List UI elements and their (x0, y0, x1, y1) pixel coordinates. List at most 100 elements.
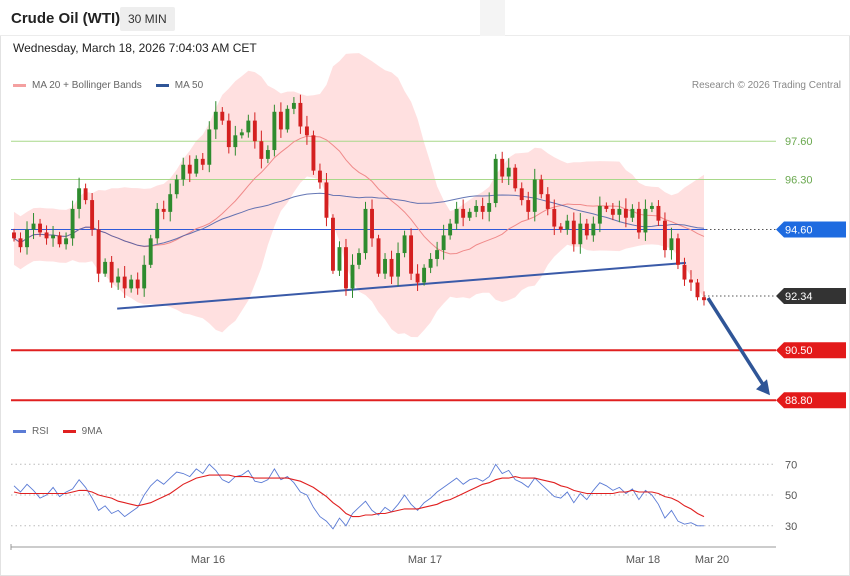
candle-body (77, 188, 82, 209)
instrument-title: Crude Oil (WTI) (11, 10, 121, 27)
candle-body (148, 238, 153, 265)
timeframe-selector[interactable]: 30 MIN (120, 7, 175, 31)
candle-body (226, 120, 231, 148)
candle-body (461, 208, 466, 218)
candle-body (370, 208, 374, 239)
candle-body (396, 253, 401, 277)
timestamp: Wednesday, March 18, 2026 7:04:03 AM CET (13, 41, 257, 55)
legend-swatch-9ma (62, 430, 76, 433)
candle-body (591, 223, 596, 236)
candle-body (44, 232, 49, 239)
candle-body (317, 170, 322, 183)
candle-body (103, 261, 108, 274)
candle-body (441, 235, 446, 251)
candle-body (363, 208, 368, 254)
candle-body (272, 111, 277, 151)
candle-body (109, 261, 114, 283)
candle-body (454, 208, 459, 224)
candle-body (402, 235, 407, 254)
candle-body (702, 297, 706, 301)
candle-body (623, 208, 628, 218)
candle-body (500, 158, 505, 177)
level-tag-94.60 (776, 221, 846, 238)
candle-body (422, 267, 427, 283)
level-tag-text-88.80: 88.80 (785, 395, 813, 407)
candle-body (285, 108, 290, 130)
candle-body (428, 258, 433, 268)
copyright-text: Research © 2026 Trading Central (691, 80, 841, 91)
candle-body (304, 126, 309, 136)
candle-body (38, 223, 42, 233)
legend-ma50: MA 50 (155, 80, 204, 91)
candle-body (96, 229, 101, 274)
candle-body (584, 223, 589, 236)
candle-body (344, 247, 348, 289)
bollinger-band (14, 53, 704, 338)
candle-body (168, 194, 173, 212)
candle-body (200, 158, 205, 165)
candle-body (526, 200, 531, 212)
rsi-legend: RSI 9MA (13, 426, 116, 437)
candle-body (415, 273, 420, 283)
forecast-arrow-head (756, 379, 770, 396)
legend-rsi: RSI (13, 426, 49, 437)
candle-body (689, 279, 693, 283)
candle-body (298, 102, 303, 127)
legend-swatch-ma20 (13, 84, 26, 87)
candle-body (649, 205, 654, 209)
x-tick-label: Mar 17 (408, 554, 442, 566)
level-tag-92.34 (776, 288, 846, 305)
candle-body (513, 167, 518, 189)
candle-body (643, 208, 648, 233)
candle-body (539, 179, 544, 195)
candle-body (311, 135, 316, 171)
candle-body (252, 120, 257, 142)
candle-body (597, 205, 602, 224)
x-tick-label: Mar 20 (695, 554, 729, 566)
candle-body (630, 208, 635, 218)
rsi-series-9ma (13, 474, 705, 518)
legend-label-ma50: MA 50 (174, 80, 204, 91)
candle-body (532, 179, 537, 212)
candle-body (246, 120, 251, 133)
candle-body (467, 211, 472, 218)
candle-body (487, 203, 492, 212)
candle-body (493, 158, 498, 204)
candle-body (278, 111, 283, 130)
candle-body (70, 208, 75, 239)
candle-body (324, 182, 329, 218)
candle-body (519, 188, 524, 201)
level-tag-text-92.34: 92.34 (785, 291, 813, 303)
candle-body (213, 111, 218, 130)
candle-body (135, 279, 140, 289)
price-legend: MA 20 + Bollinger Bands MA 50 (13, 80, 217, 91)
candle-body (181, 164, 186, 180)
candle-body (90, 200, 95, 230)
legend-ma20: MA 20 + Bollinger Bands (13, 80, 142, 91)
legend-swatch-rsi (13, 430, 26, 433)
trendline (117, 261, 687, 310)
candle-body (161, 208, 166, 212)
candle-body (155, 208, 160, 239)
level-tag-88.80 (776, 392, 846, 409)
candle-body (389, 258, 394, 277)
candle-body (174, 179, 179, 195)
candle-body (636, 208, 641, 233)
legend-swatch-ma50 (155, 84, 169, 87)
level-tag-text-94.60: 94.60 (785, 225, 813, 237)
candle-body (239, 132, 244, 136)
candle-body (506, 167, 511, 177)
candle-body (695, 282, 700, 298)
candle-body (194, 158, 199, 174)
candle-body (617, 208, 622, 215)
candle-body (571, 220, 576, 245)
candle-body (383, 258, 387, 274)
candle-body (448, 223, 453, 236)
rsi-tick-70: 70 (785, 459, 797, 471)
candle-body (259, 141, 264, 159)
candle-body (83, 188, 88, 201)
candle-body (25, 229, 29, 248)
candle-body (662, 220, 667, 251)
forecast-arrow-shaft (706, 297, 768, 391)
